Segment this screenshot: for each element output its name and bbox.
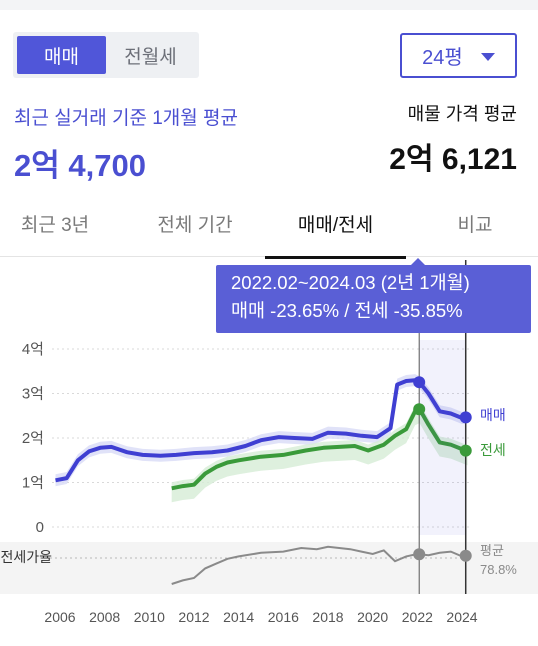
tab-recent-3y[interactable]: 최근 3년: [20, 215, 90, 236]
x-tick-label: 2020: [357, 609, 388, 625]
jeonse-ratio-line: [171, 545, 468, 585]
ratio-end-point: [459, 549, 472, 562]
sale-end-point: [459, 411, 472, 424]
jeonse-line: [171, 407, 469, 491]
jeonse-range-band: [171, 403, 468, 503]
top-divider: [0, 0, 538, 10]
jeonse-series-label: 전세: [480, 442, 506, 458]
listing-average-label: 매물 가격 평균: [407, 104, 517, 124]
listing-average-value: 2억 6,121: [389, 143, 517, 176]
toggle-option-sale[interactable]: 매매: [17, 36, 106, 74]
y-tick-label: 3억: [22, 386, 44, 403]
x-tick-label: 2006: [44, 609, 75, 625]
selection-range: [419, 340, 466, 535]
jeonse-end-point: [459, 444, 472, 457]
size-dropdown[interactable]: 24평: [400, 33, 517, 78]
sale-range-band: [55, 374, 468, 487]
ratio-panel-bg: [0, 542, 538, 594]
y-tick-label: 4억: [22, 341, 44, 358]
sale-series-label: 매매: [480, 407, 506, 423]
ratio-avg-title: 평균: [480, 543, 504, 558]
range-tooltip: 2022.02~2024.03 (2년 1개월) 매매 -23.65% / 전세…: [216, 258, 531, 333]
x-tick-label: 2022: [402, 609, 433, 625]
recent-average-value: 2억 4,700: [14, 148, 146, 183]
y-tick-label: 2억: [22, 430, 44, 447]
ratio-axis-label: 전세가율: [0, 549, 52, 565]
tooltip-range: 2022.02~2024.03 (2년 1개월): [231, 272, 470, 293]
x-tick-label: 2014: [223, 609, 254, 625]
x-tick-label: 2018: [312, 609, 343, 625]
x-tick-label: 2012: [178, 609, 209, 625]
trade-type-toggle: 매매 전월세: [13, 32, 199, 78]
y-tick-label: 1억: [22, 475, 44, 492]
ratio-avg-value: 78.8%: [480, 562, 517, 577]
period-tabs: 최근 3년 전체 기간 매매/전세 비교: [0, 190, 538, 259]
tooltip-change: 매매 -23.65% / 전세 -35.85%: [231, 300, 463, 321]
sale-start-point: [413, 376, 426, 389]
chevron-down-icon: [480, 52, 495, 61]
tab-compare[interactable]: 비교: [457, 215, 493, 236]
x-tick-label: 2008: [89, 609, 120, 625]
size-dropdown-value: 24평: [422, 47, 463, 69]
ratio-start-point: [413, 548, 426, 561]
toggle-option-rent[interactable]: 전월세: [124, 46, 177, 68]
tab-all-period[interactable]: 전체 기간: [157, 215, 233, 236]
recent-average-label: 최근 실거래 기준 1개월 평균: [14, 108, 238, 129]
y-tick-label: 0: [36, 519, 44, 536]
price-chart[interactable]: 4억 3억 2억 1억 0 전세가율 2006 2008 2010 2012 2014 2016 2…: [0, 260, 538, 646]
tab-sale-jeonse[interactable]: 매매/전세: [265, 190, 406, 259]
x-tick-label: 2016: [268, 609, 299, 625]
jeonse-start-point: [413, 403, 426, 416]
x-tick-label: 2010: [134, 609, 165, 625]
x-tick-label: 2024: [446, 609, 477, 625]
